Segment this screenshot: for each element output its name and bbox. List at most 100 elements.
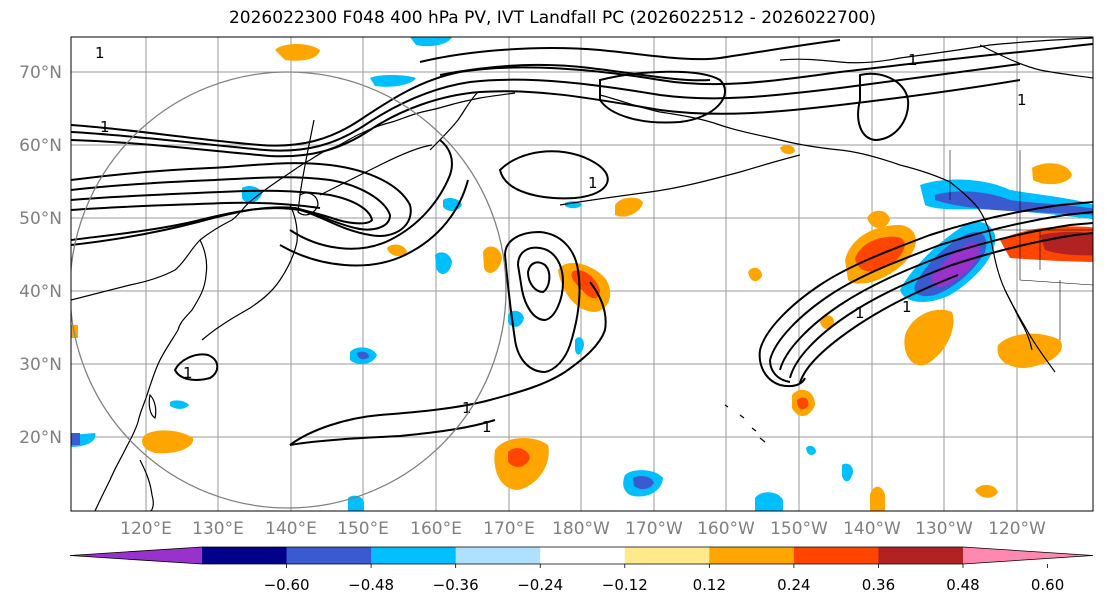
ivt-contour-ar-2 bbox=[769, 211, 1093, 361]
anomaly-region-dateline-west bbox=[483, 246, 502, 273]
colorbar-tick-label: −0.60 bbox=[264, 576, 310, 594]
ivt-contour-cp-core bbox=[526, 261, 551, 294]
japan bbox=[201, 204, 298, 341]
ivt-contour-ar-4 bbox=[789, 232, 1093, 379]
longitude-label: 160°E bbox=[410, 519, 462, 539]
contour-label-layer: 1 1 1 1 1 1 1 1 1 1 bbox=[95, 44, 1027, 436]
longitude-label: 160°W bbox=[697, 519, 755, 539]
anomaly-region-negative-14 bbox=[806, 445, 816, 456]
coastline-layer bbox=[71, 37, 1093, 511]
longitude-label: 130°E bbox=[192, 519, 244, 539]
ivt-contour-north-2 bbox=[71, 63, 1021, 152]
contour-label: 1 bbox=[100, 118, 110, 136]
map-title: 2026022300 F048 400 hPa PV, IVT Landfall… bbox=[228, 8, 876, 28]
latitude-label: 60°N bbox=[19, 136, 62, 156]
colorbar-segment bbox=[793, 547, 879, 564]
colorbar-segment bbox=[202, 547, 288, 564]
longitude-label: 180°W bbox=[552, 519, 610, 539]
contour-label: 1 bbox=[482, 418, 492, 436]
colorbar bbox=[69, 546, 1094, 565]
colorbar-extend-max bbox=[963, 547, 1093, 564]
anomaly-region-south-central-core bbox=[508, 448, 530, 467]
longitude-label: 130°W bbox=[915, 519, 973, 539]
ivt-contour-arctic-loop bbox=[599, 70, 726, 124]
latitude-label: 30°N bbox=[19, 355, 62, 375]
alaska-coast bbox=[599, 94, 951, 183]
anomaly-region-far-south bbox=[870, 486, 885, 511]
ivt-contour-north-5 bbox=[439, 63, 711, 82]
longitude-label: 150°W bbox=[770, 519, 828, 539]
latitude-label: 50°N bbox=[19, 209, 62, 229]
ivt-contour-ar-5 bbox=[799, 274, 959, 384]
colorbar-segment bbox=[371, 547, 457, 564]
longitude-label: 170°W bbox=[625, 519, 683, 539]
colorbar-tick-label: −0.12 bbox=[602, 576, 648, 594]
ivt-contour-cp-outer bbox=[503, 230, 581, 374]
colorbar-segment bbox=[878, 547, 964, 564]
ivt-contour-ar-tip-2 bbox=[769, 359, 791, 383]
ivt-contour-cp-tail bbox=[289, 281, 607, 446]
contour-label: 1 bbox=[855, 304, 865, 322]
canada-arctic bbox=[979, 44, 1093, 79]
ivt-contour-north-3 bbox=[71, 79, 1021, 158]
kuril-chain bbox=[319, 144, 433, 196]
anomaly-region-negative-7 bbox=[370, 75, 416, 87]
aleutian-islands bbox=[559, 154, 801, 206]
anomaly-region-negative-16 bbox=[170, 400, 189, 409]
anomaly-region-hawaii-east bbox=[748, 267, 762, 282]
contour-label: 1 bbox=[908, 51, 918, 69]
anomaly-region-central-north bbox=[867, 210, 890, 228]
colorbar-tick-label: 0.60 bbox=[1031, 576, 1064, 594]
longitude-label: 150°E bbox=[337, 519, 389, 539]
ivt-contour-layer bbox=[71, 39, 1093, 446]
contour-label: 1 bbox=[1017, 91, 1027, 109]
north-america-coast bbox=[949, 181, 1056, 373]
anomaly-region-negative-15 bbox=[348, 495, 364, 511]
colorbar-segment bbox=[455, 547, 541, 564]
contour-label: 1 bbox=[183, 364, 193, 382]
ivt-contour-north-4 bbox=[419, 39, 841, 63]
longitude-label: 140°E bbox=[265, 519, 317, 539]
ivt-contour-ar-tip bbox=[758, 349, 806, 388]
contour-label: 1 bbox=[95, 44, 105, 62]
anomaly-region-siberia bbox=[275, 44, 320, 61]
anomaly-region-negative-2 bbox=[755, 492, 783, 511]
sakhalin bbox=[299, 119, 315, 196]
anomaly-region-bering bbox=[780, 145, 795, 155]
ivt-contour-cp-inner bbox=[516, 246, 565, 322]
longitude-label: 170°E bbox=[483, 519, 535, 539]
colorbar-tick-label: 0.12 bbox=[693, 576, 726, 594]
ivt-contour-wp-5 bbox=[289, 139, 453, 250]
ivt-contour-bering-loop bbox=[498, 150, 609, 200]
ivt-contour-north-1 bbox=[71, 43, 1093, 147]
anomaly-region-far-east bbox=[975, 484, 998, 498]
colorbar-tick-label: −0.48 bbox=[348, 576, 394, 594]
range-ring bbox=[71, 71, 507, 509]
longitude-labels: 120°E 130°E 140°E 150°E 160°E 170°E 180°W 170°W… bbox=[120, 519, 1046, 539]
anomaly-region-negative-8 bbox=[410, 37, 452, 47]
ivt-contour-ar-1 bbox=[759, 201, 1093, 351]
anomaly-region-kuroshio bbox=[387, 244, 407, 257]
colorbar-extend-min bbox=[70, 547, 202, 564]
colorbar-segment bbox=[624, 547, 710, 564]
ivt-contour-wp-2 bbox=[71, 176, 392, 246]
anomaly-region-negative-1-core bbox=[633, 475, 654, 490]
ivt-contour-arctic-ring bbox=[857, 72, 910, 142]
anomaly-region-north-pacific bbox=[820, 315, 835, 330]
colorbar-segment bbox=[709, 547, 795, 564]
colorbar-segment bbox=[540, 547, 626, 564]
anomaly-fill-layer bbox=[71, 37, 1093, 511]
ivt-contour-wp-3 bbox=[71, 189, 374, 225]
philippines bbox=[139, 459, 154, 511]
ivt-contour-east-china bbox=[173, 353, 219, 381]
anomaly-region-alaska-core bbox=[935, 191, 1093, 215]
colorbar-tick-label: −0.36 bbox=[433, 576, 479, 594]
anomaly-region-negative-13 bbox=[842, 463, 853, 482]
latitude-label: 20°N bbox=[19, 428, 62, 448]
contour-label: 1 bbox=[902, 298, 912, 316]
colorbar-tick-label: 0.24 bbox=[777, 576, 810, 594]
colorbar-segment bbox=[286, 547, 372, 564]
anomaly-region-negative-10 bbox=[575, 337, 584, 355]
latitude-label: 40°N bbox=[19, 282, 62, 302]
